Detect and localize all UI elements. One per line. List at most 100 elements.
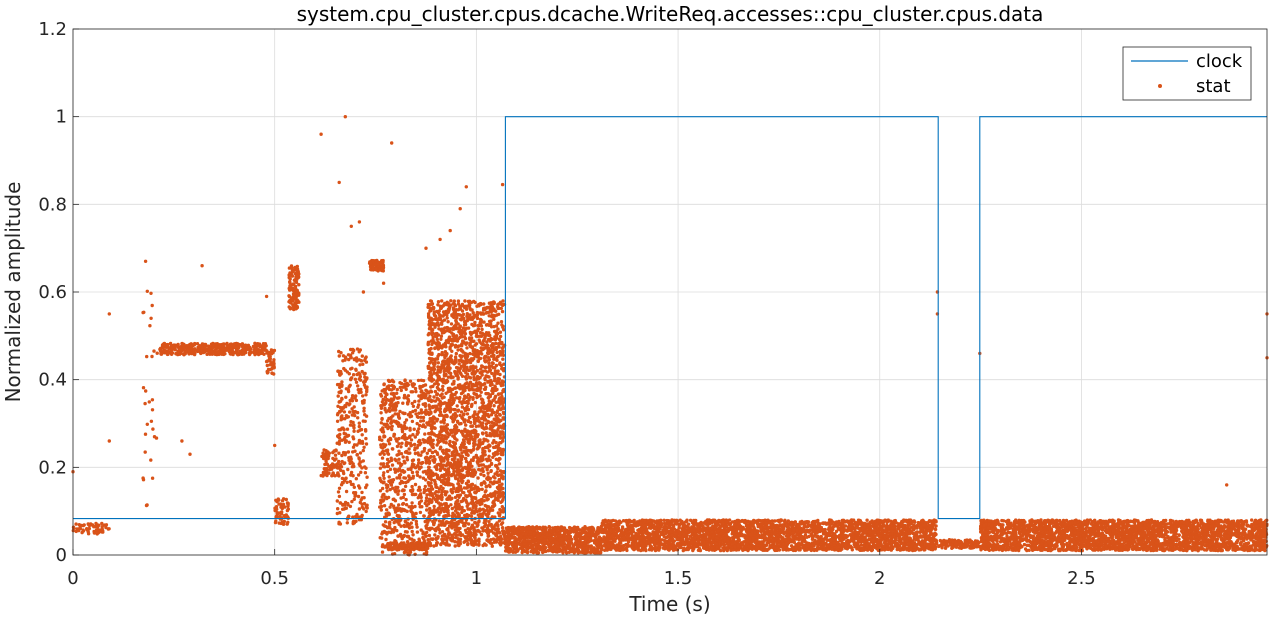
stat-point [394, 541, 398, 546]
stat-point [471, 543, 476, 547]
stat-point [443, 408, 447, 412]
stat-point [236, 353, 240, 357]
stat-point [414, 511, 418, 516]
stat-point [437, 376, 442, 380]
stat-point [395, 391, 399, 395]
stat-point [387, 475, 391, 479]
stat-point [489, 426, 493, 430]
stat-point [497, 530, 501, 534]
stat-point [246, 346, 250, 350]
stat-point [456, 308, 461, 312]
stat-point [445, 414, 449, 418]
stat-point [443, 502, 447, 506]
stat-point [399, 452, 404, 456]
stat-point [468, 507, 472, 511]
stat-point [475, 354, 479, 358]
stat-point [409, 521, 413, 525]
stat-point [457, 479, 461, 483]
stat-point [501, 491, 505, 495]
stat-point [354, 368, 358, 372]
stat-point [468, 438, 472, 443]
stat-point [433, 399, 438, 403]
stat-point [385, 496, 389, 501]
stat-point [463, 322, 468, 327]
stat-point [290, 274, 295, 278]
stat-point [444, 379, 448, 383]
stat-point [344, 404, 348, 409]
stat-point [501, 389, 505, 393]
stat-point [343, 417, 347, 421]
stat-point [436, 300, 441, 304]
stat-point [185, 349, 190, 354]
stat-point [497, 514, 502, 518]
stat-point [149, 419, 154, 423]
stat-point [492, 421, 496, 426]
stat-point [493, 538, 498, 543]
stat-point [445, 538, 449, 542]
stat-point [442, 395, 446, 399]
stat-point [388, 479, 392, 483]
stat-point [469, 514, 474, 518]
stat-point [295, 268, 299, 272]
stat-point [285, 522, 289, 526]
stat-point [451, 361, 455, 365]
stat-point [483, 410, 487, 415]
stat-point [489, 529, 493, 533]
stat-point [400, 489, 405, 493]
stat-point [420, 450, 424, 454]
stat-point [413, 482, 418, 487]
stat-point [339, 418, 343, 422]
stat-point [445, 514, 449, 518]
stat-point [397, 473, 402, 478]
stat-point [496, 447, 501, 451]
stat-point [260, 345, 264, 350]
stat-point [354, 394, 358, 398]
stat-point [480, 364, 484, 368]
stat-point [493, 394, 498, 398]
stat-point [482, 320, 486, 324]
stat-point [487, 449, 492, 453]
stat-point [493, 476, 497, 480]
stat-point [447, 364, 451, 369]
stat-point [357, 457, 361, 461]
stat-point [405, 458, 410, 462]
stat-point [363, 358, 367, 363]
stat-point [453, 446, 458, 450]
stat-point [471, 396, 475, 400]
stat-point [279, 521, 283, 526]
stat-point [292, 282, 296, 286]
stat-point [453, 544, 457, 548]
stat-point [351, 482, 355, 487]
stat-point [403, 461, 407, 465]
stat-point [349, 356, 353, 360]
stat-point [362, 406, 366, 410]
stat-point [444, 339, 449, 343]
stat-point [413, 552, 417, 556]
stat-point [472, 495, 476, 500]
stat-point [285, 508, 290, 513]
stat-point [487, 520, 491, 524]
stat-point [468, 461, 472, 466]
stat-point [390, 463, 395, 467]
stat-point [501, 439, 505, 443]
stat-point [349, 470, 354, 475]
stat-point [492, 480, 497, 484]
stat-point [431, 473, 435, 477]
stat-point [445, 423, 450, 427]
stat-point [450, 526, 454, 530]
stat-point [481, 369, 485, 373]
stat-point [238, 349, 242, 354]
stat-point [427, 404, 432, 409]
stat-point [473, 491, 478, 495]
stat-point [406, 394, 411, 398]
stat-point [324, 466, 329, 471]
stat-point [428, 476, 432, 481]
stat-point [177, 352, 181, 356]
stat-point [364, 442, 369, 446]
stat-point [368, 265, 373, 269]
stat-point [380, 530, 385, 534]
stat-point [457, 362, 461, 366]
stat-point [362, 502, 367, 506]
stat-point [495, 452, 500, 456]
stat-point [408, 426, 412, 430]
